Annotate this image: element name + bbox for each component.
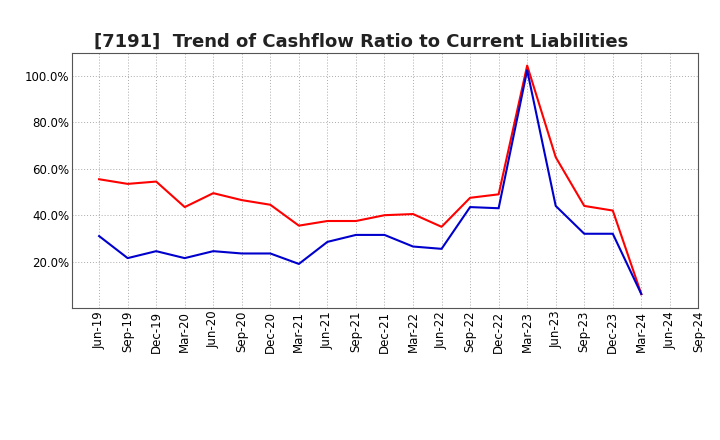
Line: Free CF to Current Liabilities: Free CF to Current Liabilities xyxy=(99,70,642,294)
Free CF to Current Liabilities xyxy=(209,249,217,254)
Free CF to Current Liabilities xyxy=(637,291,646,297)
Operating CF to Current Liabilities xyxy=(552,154,560,160)
Free CF to Current Liabilities xyxy=(495,205,503,211)
Operating CF to Current Liabilities xyxy=(380,213,389,218)
Operating CF to Current Liabilities xyxy=(181,205,189,210)
Operating CF to Current Liabilities xyxy=(637,291,646,297)
Free CF to Current Liabilities xyxy=(238,251,246,256)
Free CF to Current Liabilities xyxy=(181,256,189,261)
Operating CF to Current Liabilities xyxy=(95,176,104,182)
Free CF to Current Liabilities xyxy=(523,68,531,73)
Operating CF to Current Liabilities xyxy=(294,223,303,228)
Free CF to Current Liabilities xyxy=(409,244,418,249)
Free CF to Current Liabilities xyxy=(351,232,360,238)
Operating CF to Current Liabilities xyxy=(351,218,360,224)
Free CF to Current Liabilities xyxy=(608,231,617,236)
Free CF to Current Liabilities xyxy=(266,251,274,256)
Free CF to Current Liabilities xyxy=(95,234,104,239)
Operating CF to Current Liabilities xyxy=(238,198,246,203)
Operating CF to Current Liabilities xyxy=(608,208,617,213)
Operating CF to Current Liabilities xyxy=(123,181,132,187)
Line: Operating CF to Current Liabilities: Operating CF to Current Liabilities xyxy=(99,66,642,294)
Operating CF to Current Liabilities xyxy=(209,191,217,196)
Free CF to Current Liabilities xyxy=(152,249,161,254)
Free CF to Current Liabilities xyxy=(123,256,132,261)
Free CF to Current Liabilities xyxy=(466,205,474,210)
Free CF to Current Liabilities xyxy=(323,239,332,245)
Free CF to Current Liabilities xyxy=(552,203,560,209)
Operating CF to Current Liabilities xyxy=(437,224,446,229)
Operating CF to Current Liabilities xyxy=(495,192,503,197)
Operating CF to Current Liabilities xyxy=(323,218,332,224)
Free CF to Current Liabilities xyxy=(580,231,588,236)
Operating CF to Current Liabilities xyxy=(409,211,418,216)
Free CF to Current Liabilities xyxy=(380,232,389,238)
Text: [7191]  Trend of Cashflow Ratio to Current Liabilities: [7191] Trend of Cashflow Ratio to Curren… xyxy=(94,33,628,51)
Free CF to Current Liabilities xyxy=(294,261,303,267)
Operating CF to Current Liabilities xyxy=(266,202,274,207)
Operating CF to Current Liabilities xyxy=(152,179,161,184)
Free CF to Current Liabilities xyxy=(437,246,446,252)
Operating CF to Current Liabilities xyxy=(580,203,588,209)
Operating CF to Current Liabilities xyxy=(466,195,474,201)
Operating CF to Current Liabilities xyxy=(523,63,531,68)
